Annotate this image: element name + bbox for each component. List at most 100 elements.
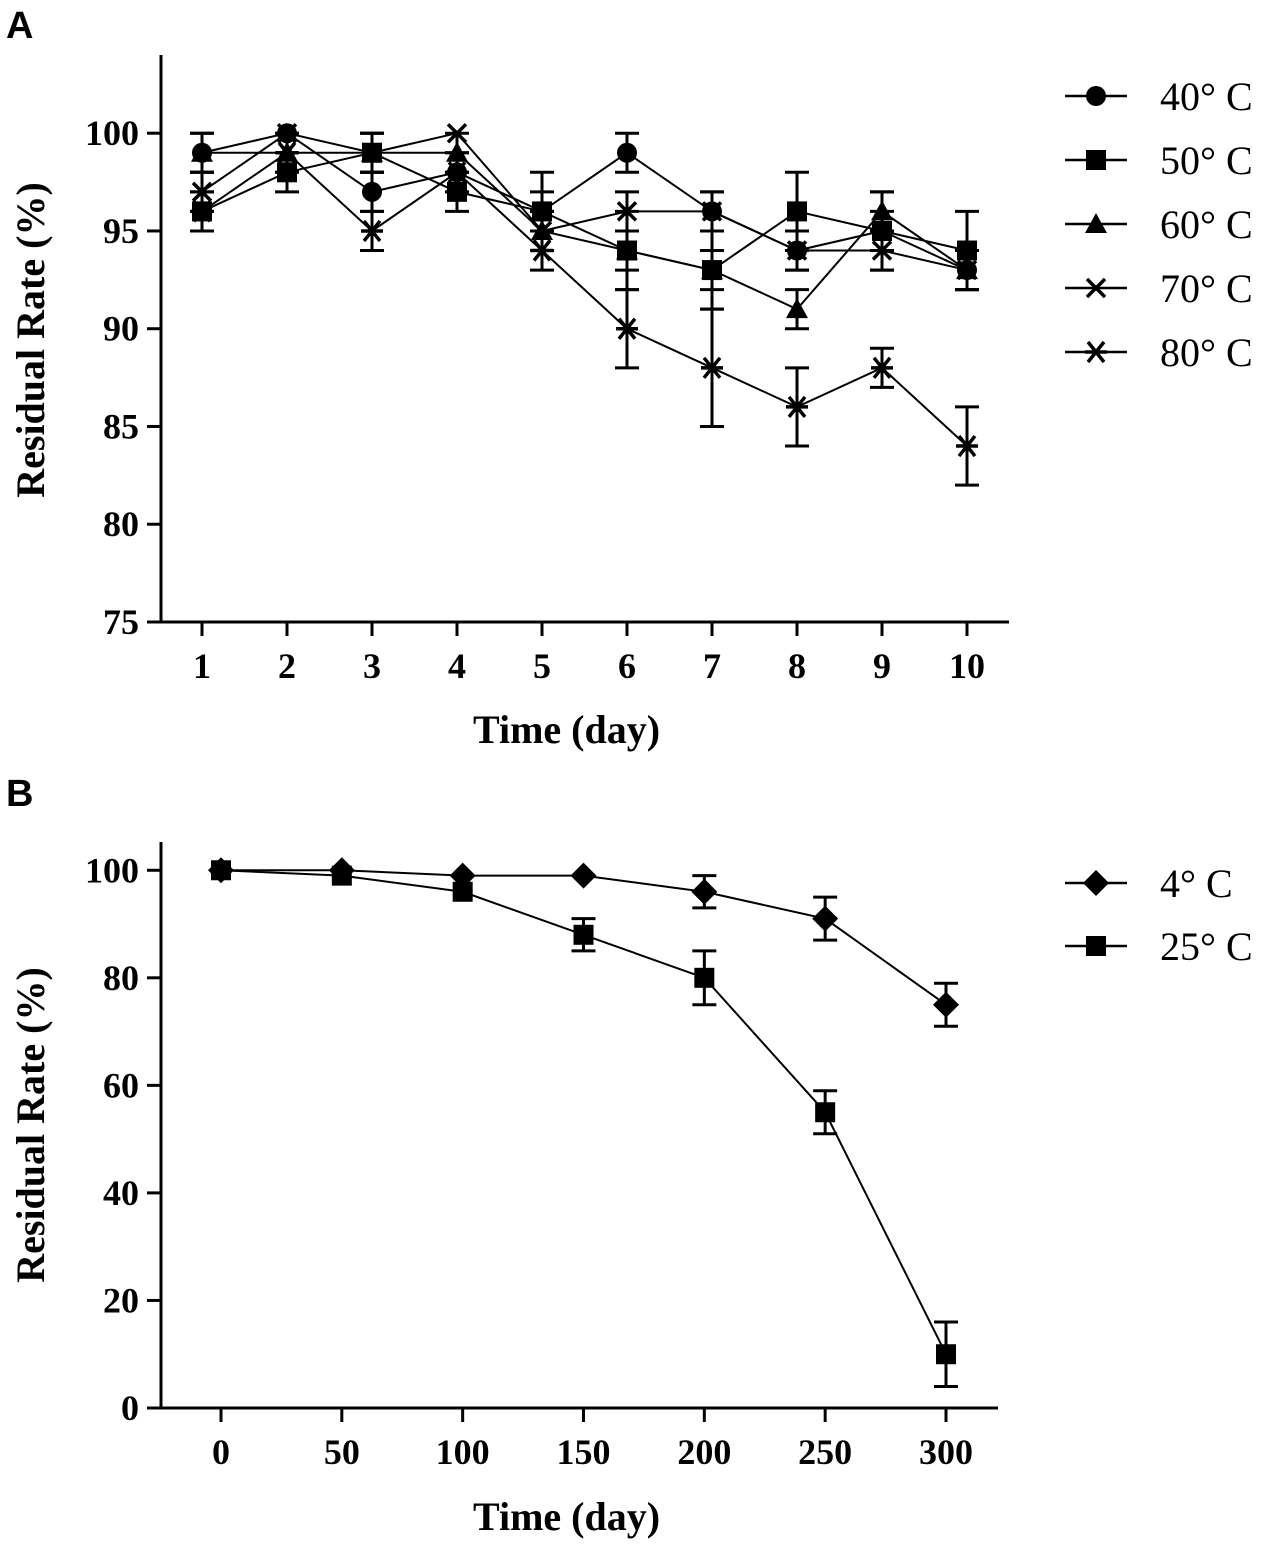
- data-point-40-c: [362, 181, 382, 202]
- panel-b-y-tick-label: 80: [103, 958, 139, 998]
- data-point-70-c: [616, 201, 638, 222]
- data-point-60-c: [786, 298, 808, 319]
- panel-b-ticks: 0 20 40 60 80 100 0 50 100 150 200 250 300: [85, 850, 973, 1472]
- data-point-40-c: [617, 142, 637, 163]
- legend-marker-70-c: [1085, 277, 1107, 299]
- data-point-80-c: [701, 356, 723, 379]
- panel-a-letter: A: [6, 5, 33, 47]
- series-80-c: [190, 131, 979, 487]
- data-point-25-c: [331, 865, 352, 886]
- panel-a-x-tick-label: 6: [618, 646, 636, 686]
- legend-item-80-c: 80° C: [1065, 330, 1253, 375]
- legend-item-70-c: 70° C: [1065, 266, 1253, 311]
- panel-b-legend: 4° C 25° C: [1065, 861, 1253, 969]
- panel-b-letter: B: [6, 773, 33, 815]
- data-point-80-c: [361, 219, 383, 243]
- data-point-70-c: [361, 142, 383, 163]
- series-line-60-c: [202, 151, 968, 311]
- data-point-80-c: [616, 317, 638, 340]
- data-point-25-c: [694, 967, 715, 988]
- data-point-80-c: [956, 434, 978, 458]
- data-point-70-c: [446, 122, 468, 144]
- data-point-25-c: [936, 1344, 956, 1365]
- panel-b-x-tick-label: 100: [436, 1432, 490, 1472]
- legend-marker-80-c: [1085, 340, 1107, 364]
- panel-a-x-tick-label: 5: [533, 646, 551, 686]
- data-point-80-c: [191, 200, 213, 223]
- legend-item-60-c: 60° C: [1065, 202, 1253, 247]
- panel-a-y-tick-label: 75: [103, 602, 139, 642]
- panel-b-x-axis-title: Time (day): [473, 1494, 660, 1539]
- data-point-80-c: [786, 395, 808, 419]
- data-point-70-c: [956, 259, 978, 281]
- legend-item-4-c: 4° C: [1065, 861, 1233, 906]
- panel-b-y-tick-label: 100: [85, 850, 139, 890]
- data-point-25-c: [815, 1102, 836, 1123]
- panel-b-y-axis-title: Residual Rate (%): [8, 967, 53, 1283]
- panel-b-x-tick-label: 0: [212, 1432, 230, 1472]
- panel-a-chart: A Time (day) Residual Rate (%) 758085909…: [6, 5, 1253, 752]
- data-point-60-c: [871, 200, 893, 221]
- panel-a-x-tick-label: 7: [703, 646, 721, 686]
- panel-a-x-tick-label: 9: [873, 646, 891, 686]
- panel-a-y-tick-label: 90: [103, 309, 139, 349]
- series-40-c: [190, 123, 979, 292]
- data-point-25-c: [452, 881, 473, 902]
- legend-label: 25° C: [1160, 924, 1253, 969]
- data-point-25-c: [573, 924, 594, 945]
- data-point-80-c: [446, 161, 468, 184]
- panel-a-x-tick-label: 2: [278, 646, 296, 686]
- panel-b-x-tick-label: 50: [324, 1432, 360, 1472]
- data-point-4-c: [570, 862, 597, 889]
- panel-a-x-tick-label: 1: [193, 646, 211, 686]
- legend-marker-25-c: [1086, 936, 1106, 956]
- legend-label: 70° C: [1160, 266, 1253, 311]
- panel-b-chart: B Time (day) Residual Rate (%) 0 20 40 60 80…: [6, 773, 1253, 1539]
- data-point-60-c: [701, 259, 723, 280]
- legend-marker-50-c: [1086, 150, 1106, 170]
- data-point-70-c: [701, 201, 723, 222]
- legend-item-40-c: 40° C: [1065, 74, 1253, 119]
- panel-a-x-tick-label: 8: [788, 646, 806, 686]
- panel-a-y-tick-label: 100: [85, 113, 139, 153]
- data-point-25-c: [211, 860, 231, 881]
- legend-label: 40° C: [1160, 74, 1253, 119]
- legend-label: 80° C: [1160, 330, 1253, 375]
- panel-b-plot-area: [208, 857, 959, 1388]
- panel-a-x-tick-label: 4: [448, 646, 466, 686]
- panel-b-y-tick-label: 60: [103, 1065, 139, 1105]
- panel-b-x-tick-label: 250: [798, 1432, 852, 1472]
- panel-a-y-tick-label: 95: [103, 211, 139, 251]
- panel-b-x-tick-label: 300: [919, 1432, 973, 1472]
- panel-a-x-axis-title: Time (day): [473, 707, 660, 752]
- data-point-4-c: [691, 878, 718, 905]
- panel-a-x-tick-label: 10: [949, 646, 985, 686]
- panel-b-y-tick-label: 0: [121, 1388, 139, 1428]
- legend-item-50-c: 50° C: [1065, 138, 1253, 183]
- panel-a-y-axis-title: Residual Rate (%): [8, 182, 53, 498]
- legend-marker-60-c: [1085, 213, 1107, 233]
- data-point-70-c: [786, 240, 808, 261]
- series-70-c: [190, 122, 979, 292]
- legend-label: 4° C: [1160, 861, 1233, 906]
- panel-b-y-tick-label: 20: [103, 1280, 139, 1320]
- legend-marker-4-c: [1083, 870, 1109, 896]
- data-point-4-c: [933, 991, 959, 1018]
- panel-b-x-tick-label: 200: [677, 1432, 731, 1472]
- data-point-60-c: [191, 141, 213, 162]
- panel-a-x-tick-label: 3: [363, 646, 381, 686]
- series-25-c: [211, 860, 958, 1388]
- panel-b-x-tick-label: 150: [557, 1432, 611, 1472]
- data-point-60-c: [616, 239, 638, 260]
- data-point-50-c: [787, 201, 807, 222]
- data-point-4-c: [812, 905, 839, 932]
- panel-a-y-tick-label: 80: [103, 504, 139, 544]
- legend-marker-40-c: [1086, 86, 1106, 106]
- legend-label: 60° C: [1160, 202, 1253, 247]
- data-point-80-c: [531, 239, 553, 262]
- panel-b-y-tick-label: 40: [103, 1173, 139, 1213]
- panel-a-legend: 40° C 50° C 60° C 70° C 80° C: [1065, 74, 1253, 375]
- series-line-50-c: [201, 151, 968, 272]
- panel-a-y-tick-label: 85: [103, 406, 139, 446]
